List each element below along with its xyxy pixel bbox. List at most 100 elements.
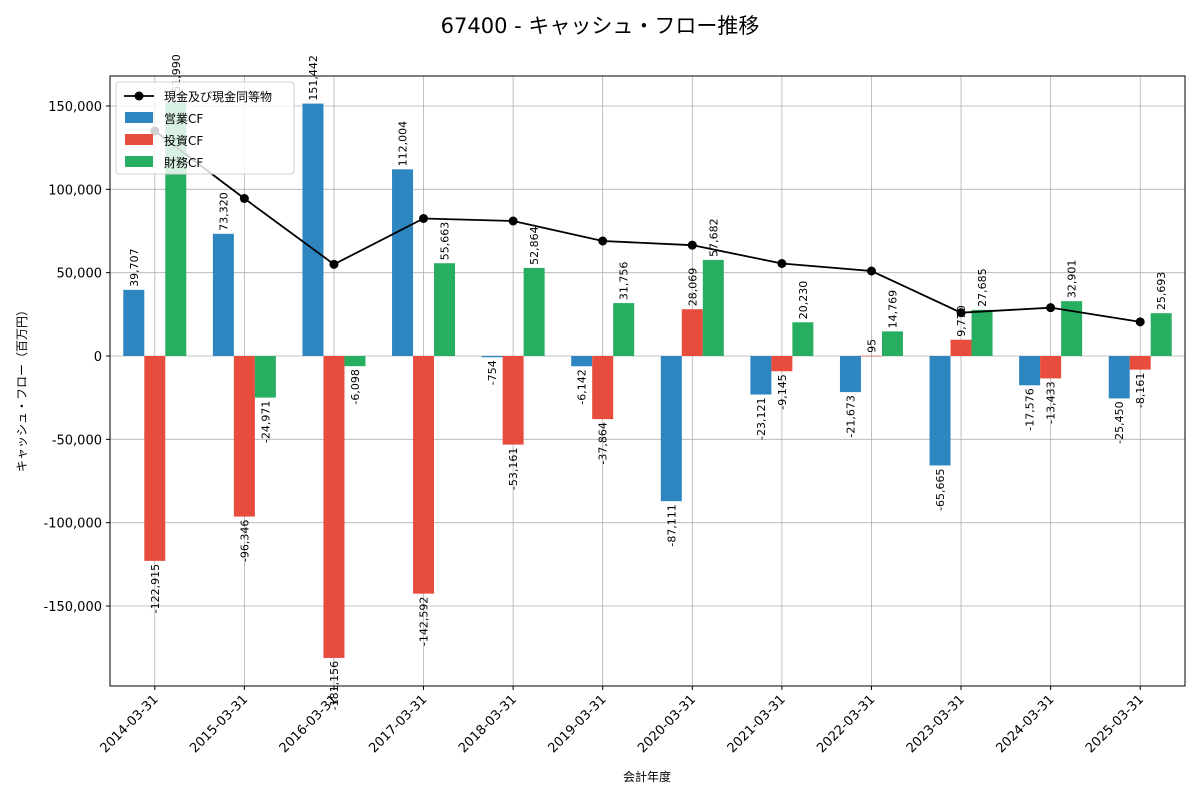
bar-2-1	[254, 356, 276, 398]
legend-bar-swatch	[125, 156, 153, 167]
y-axis-title: キャッシュ・フロー（百万円）	[15, 304, 29, 472]
cash-point-6	[687, 240, 697, 250]
y-tick-label: 50,000	[57, 267, 103, 282]
x-tick-label: 2025-03-31	[1083, 692, 1147, 756]
data-label-0-5: -6,142	[576, 369, 589, 404]
bar-2-9	[971, 309, 993, 356]
y-axis: -150,000 -100,000 -50,000 0 50,000 100,000 150…	[44, 100, 110, 615]
data-label-2-6: 57,682	[707, 218, 720, 257]
x-axis: 2014-03-31 2015-03-31 2016-03-31 2017-03-31…	[98, 686, 1147, 756]
bar-2-4	[523, 267, 545, 356]
data-label-1-6: 28,069	[686, 268, 699, 307]
chart-title: 67400 - キャッシュ・フロー推移	[441, 14, 760, 38]
cash-line	[154, 130, 1141, 323]
bar-0-1	[212, 233, 234, 356]
bar-1-1	[233, 356, 255, 517]
bar-1-5	[592, 356, 614, 420]
data-label-2-9: 27,685	[976, 268, 989, 307]
bar-1-6	[681, 309, 703, 356]
y-tick-label: -50,000	[52, 433, 102, 448]
cash-point-5	[598, 236, 608, 246]
bar-2-2	[344, 356, 366, 367]
bar-1-0	[144, 356, 166, 561]
data-label-1-3: -142,592	[418, 597, 431, 646]
data-label-1-11: -8,161	[1134, 373, 1147, 408]
data-label-2-10: 32,901	[1066, 260, 1079, 299]
data-label-2-2: -6,098	[349, 369, 362, 404]
legend-label: 投資CF	[164, 133, 203, 148]
x-tick-label: 2014-03-31	[98, 692, 162, 756]
x-tick-label: 2021-03-31	[725, 692, 789, 756]
bar-2-5	[613, 303, 635, 356]
bar-0-10	[1019, 356, 1041, 386]
data-label-2-7: 20,230	[797, 281, 810, 320]
bar-2-11	[1150, 313, 1172, 356]
data-label-0-6: -87,111	[665, 504, 678, 546]
data-labels: 39,707 73,320 151,442 112,004 -754 -6,142 -87,…	[128, 54, 1168, 710]
data-label-0-0: 39,707	[128, 248, 141, 287]
legend-label: 財務CF	[164, 155, 203, 170]
cash-point-3	[419, 214, 429, 223]
x-tick-label: 2020-03-31	[635, 692, 699, 756]
y-tick-label: 0	[94, 350, 102, 365]
data-label-0-7: -23,121	[755, 398, 768, 440]
data-label-1-7: -9,145	[776, 374, 789, 409]
bar-1-2	[323, 356, 345, 658]
data-label-1-0: -122,915	[149, 564, 162, 613]
data-label-2-8: 14,769	[886, 290, 899, 329]
x-tick-label: 2022-03-31	[814, 692, 878, 756]
legend-bar-swatch	[125, 134, 153, 145]
bar-2-3	[434, 263, 456, 356]
x-tick-label: 2015-03-31	[187, 692, 251, 756]
y-tick-label: -100,000	[44, 517, 102, 532]
bar-1-8	[860, 355, 882, 357]
legend-label: 営業CF	[164, 112, 203, 126]
data-label-0-9: -65,665	[934, 468, 947, 510]
bar-1-10	[1040, 356, 1062, 379]
cash-point-2	[329, 259, 339, 269]
bar-0-11	[1108, 356, 1130, 399]
legend-box	[115, 81, 295, 175]
x-tick-label: 2016-03-31	[277, 692, 341, 756]
cash-point-1	[239, 194, 249, 203]
data-label-1-9: 9,770	[955, 305, 968, 337]
cash-point-8	[866, 266, 876, 276]
data-label-1-4: -53,161	[507, 448, 520, 490]
bar-1-4	[502, 356, 524, 445]
x-tick-label: 2018-03-31	[456, 692, 520, 756]
x-tick-label: 2024-03-31	[993, 692, 1057, 756]
data-label-0-3: 112,004	[397, 121, 410, 167]
x-axis-title: 会計年度	[623, 769, 671, 784]
data-label-1-10: -13,433	[1045, 381, 1058, 423]
cash-point-11	[1135, 317, 1145, 327]
data-label-2-11: 25,693	[1155, 272, 1168, 311]
data-label-1-8: 95	[865, 339, 878, 353]
x-tick-label: 2023-03-31	[904, 692, 968, 756]
data-label-2-3: 55,663	[439, 222, 452, 261]
legend-line-marker	[134, 91, 144, 101]
bar-1-11	[1129, 356, 1151, 370]
x-tick-label: 2017-03-31	[366, 692, 430, 756]
cash-point-9	[956, 308, 966, 318]
cash-line-series	[150, 126, 1145, 327]
data-label-0-1: 73,320	[217, 192, 230, 231]
bar-0-2	[302, 103, 324, 356]
bar-2-7	[792, 322, 814, 356]
y-tick-label: 150,000	[48, 100, 102, 115]
data-label-2-5: 31,756	[618, 262, 631, 301]
bar-1-9	[950, 339, 972, 356]
bar-2-6	[702, 259, 724, 356]
cash-point-10	[1046, 303, 1056, 313]
bar-0-3	[392, 169, 414, 356]
bar-0-6	[660, 356, 682, 502]
bar-1-7	[771, 356, 793, 372]
legend-bar-swatch	[125, 112, 153, 123]
legend-label: 現金及び現金同等物	[164, 89, 272, 104]
bar-0-5	[571, 356, 593, 367]
bar-1-3	[413, 356, 435, 594]
y-tick-label: 100,000	[48, 183, 102, 198]
data-label-1-1: -96,346	[238, 520, 251, 562]
bar-2-10	[1061, 301, 1083, 356]
